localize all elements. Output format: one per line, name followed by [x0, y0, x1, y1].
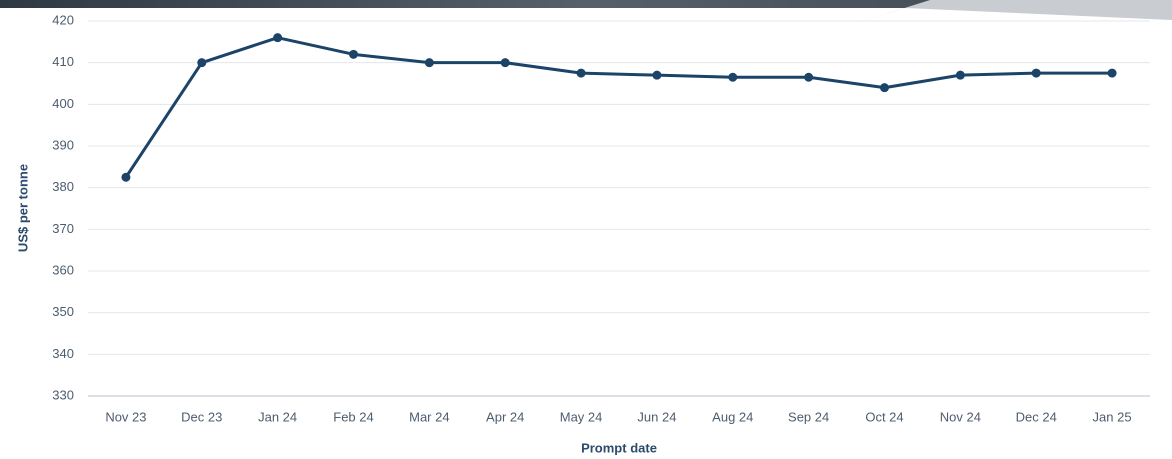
y-axis-title: US$ per tonne: [15, 164, 30, 252]
x-tick-label: Jan 24: [258, 409, 297, 424]
data-point: [1108, 69, 1117, 78]
data-point: [956, 71, 965, 80]
y-tick-label: 340: [52, 346, 74, 361]
data-point: [880, 83, 889, 92]
x-tick-label: May 24: [560, 409, 603, 424]
x-tick-label: Oct 24: [865, 409, 903, 424]
x-tick-label: Mar 24: [409, 409, 449, 424]
x-tick-label: Jun 24: [637, 409, 676, 424]
y-tick-label: 410: [52, 54, 74, 69]
x-tick-label: Aug 24: [712, 409, 753, 424]
data-point: [804, 73, 813, 82]
x-tick-label: Apr 24: [486, 409, 524, 424]
x-tick-label: Nov 24: [940, 409, 981, 424]
x-tick-label: Sep 24: [788, 409, 829, 424]
x-tick-label: Dec 23: [181, 409, 222, 424]
data-point: [349, 50, 358, 59]
x-tick-label: Jan 25: [1093, 409, 1132, 424]
data-point: [197, 58, 206, 67]
y-tick-label: 350: [52, 304, 74, 319]
data-point: [121, 173, 130, 182]
x-tick-label: Feb 24: [333, 409, 373, 424]
y-tick-label: 360: [52, 262, 74, 277]
chart: Prompt date US$ per tonne 330 340 350 360 37…: [0, 0, 1172, 459]
y-tick-label: 330: [52, 387, 74, 402]
y-tick-label: 370: [52, 221, 74, 236]
data-point: [652, 71, 661, 80]
y-tick-label: 400: [52, 96, 74, 111]
x-axis-title: Prompt date: [581, 440, 657, 455]
y-tick-label: 390: [52, 137, 74, 152]
data-point: [273, 33, 282, 42]
x-tick-label: Nov 23: [105, 409, 146, 424]
y-tick-label: 420: [52, 12, 74, 27]
data-point: [577, 69, 586, 78]
data-point: [425, 58, 434, 67]
y-tick-label: 380: [52, 179, 74, 194]
x-tick-label: Dec 24: [1016, 409, 1057, 424]
data-point: [1032, 69, 1041, 78]
data-point: [501, 58, 510, 67]
data-point: [728, 73, 737, 82]
